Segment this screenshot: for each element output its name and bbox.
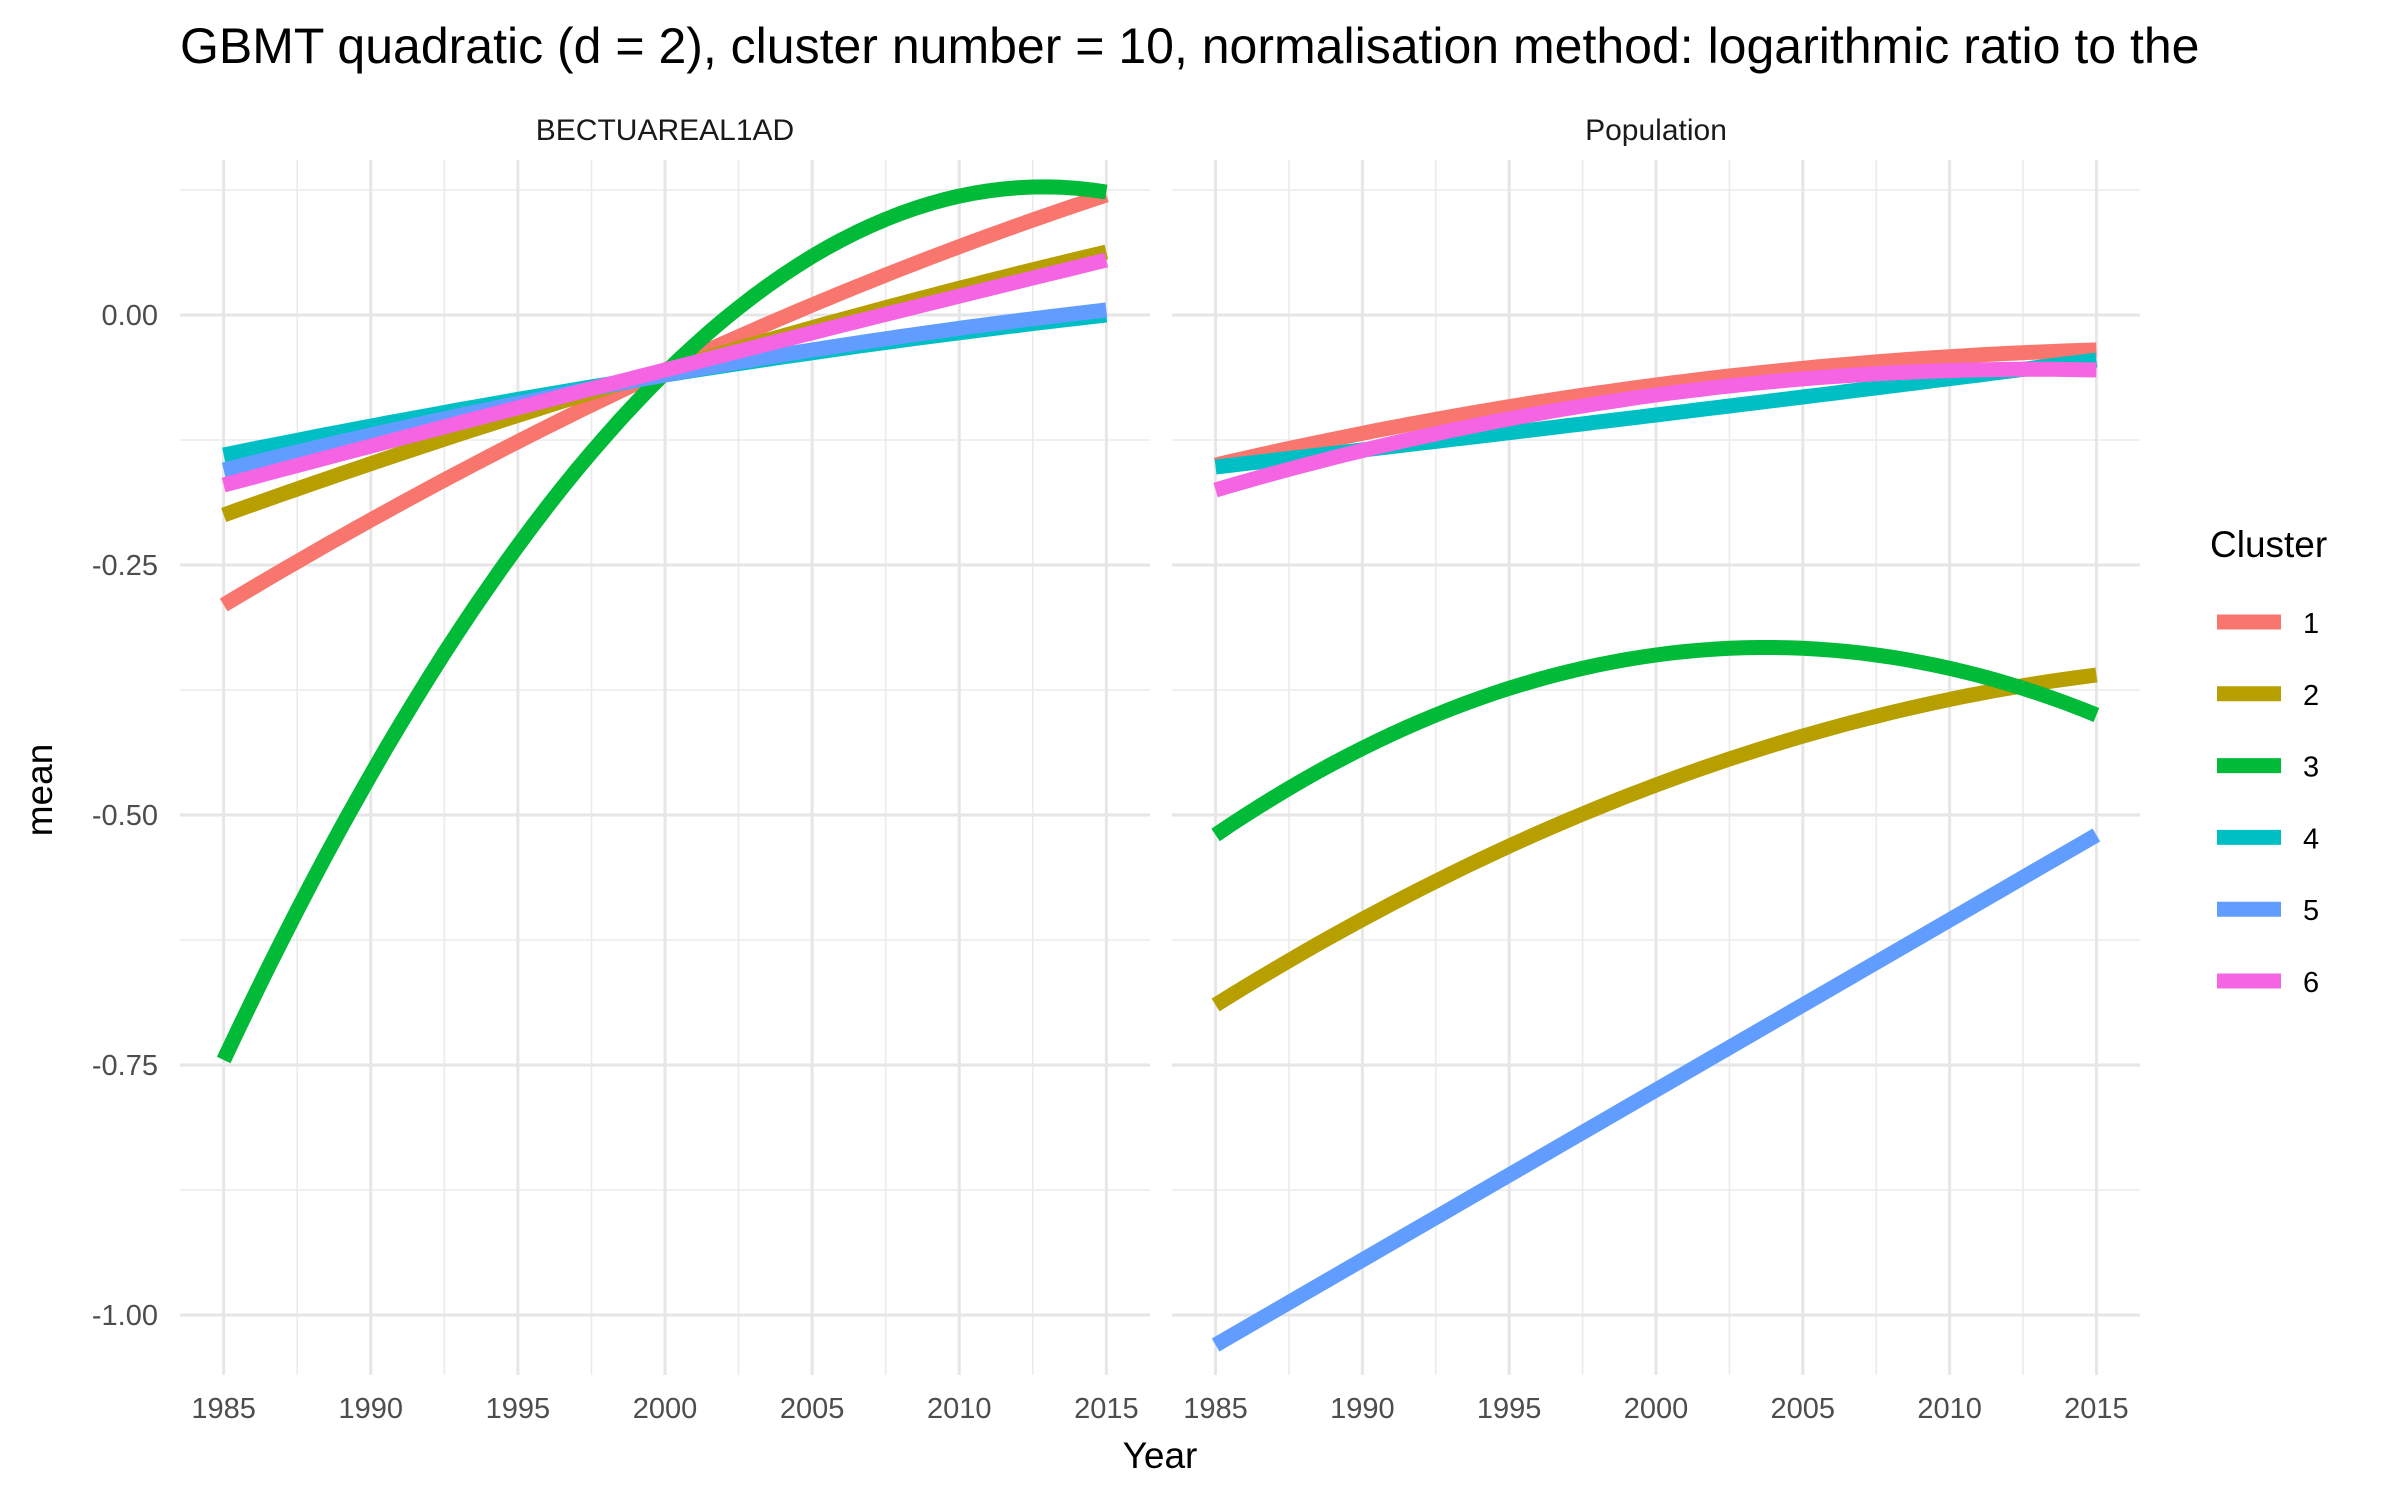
series-line-cluster-6 (1213, 361, 2097, 498)
legend-key-label: 6 (2303, 967, 2319, 999)
x-tick-label: 1995 (486, 1393, 551, 1425)
x-tick-label: 2010 (1917, 1393, 1982, 1425)
x-tick-label: 1990 (339, 1393, 404, 1425)
y-axis-title: mean (19, 744, 60, 837)
legend-item-6: 6 (2217, 967, 2319, 999)
x-axis-title: Year (1123, 1435, 1198, 1476)
legend-item-4: 4 (2217, 823, 2319, 855)
chart-title: GBMT quadratic (d = 2), cluster number =… (180, 18, 2199, 74)
legend: Cluster 1 2 3 4 5 6 (2210, 524, 2327, 999)
y-tick-label: -0.75 (92, 1050, 158, 1082)
series-line-cluster-6 (221, 252, 1109, 493)
y-tick-label: -0.25 (92, 550, 158, 582)
panel-2: Population 1985 1990 1995 2000 2005 2010 2015 (1172, 114, 2140, 1425)
panels: BECTUAREAL1AD 1985 1990 1995 2000 2005 2010 201… (92, 114, 2140, 1425)
legend-key-label: 1 (2303, 608, 2319, 640)
x-tick-label: 2015 (1074, 1393, 1139, 1425)
x-tick-label: 2010 (927, 1393, 992, 1425)
legend-key-label: 4 (2303, 823, 2319, 855)
legend-item-3: 3 (2217, 752, 2319, 784)
x-tick-label: 2005 (780, 1393, 845, 1425)
legend-key-label: 2 (2303, 680, 2319, 712)
panel-strip-label: Population (1585, 114, 1727, 147)
x-tick-label: 1985 (191, 1393, 256, 1425)
x-tick-label: 2005 (1771, 1393, 1836, 1425)
legend-item-2: 2 (2217, 680, 2319, 712)
series-lines (216, 179, 1109, 1064)
series-line-cluster-3 (1211, 640, 2100, 842)
panel-1: BECTUAREAL1AD 1985 1990 1995 2000 2005 2010 201… (92, 114, 1150, 1425)
x-tick-label: 2015 (2064, 1393, 2129, 1425)
legend-key-label: 5 (2303, 895, 2319, 927)
x-tick-label: 2000 (633, 1393, 698, 1425)
major-gridlines (180, 160, 1150, 1375)
y-tick-label: -0.50 (92, 800, 158, 832)
panel-strip-label: BECTUAREAL1AD (536, 114, 794, 147)
series-line-cluster-2 (1211, 667, 2098, 1012)
x-tick-label: 1985 (1183, 1393, 1248, 1425)
x-tick-label: 1990 (1330, 1393, 1395, 1425)
x-tick-label: 1995 (1477, 1393, 1542, 1425)
legend-key-label: 3 (2303, 752, 2319, 784)
legend-title: Cluster (2210, 524, 2327, 565)
y-tick-label: 0.00 (102, 300, 158, 332)
legend-item-5: 5 (2217, 895, 2319, 927)
series-lines (1211, 342, 2101, 1352)
y-tick-label: -1.00 (92, 1300, 158, 1332)
legend-item-1: 1 (2217, 608, 2319, 640)
series-line-cluster-1 (1213, 342, 2097, 473)
x-tick-label: 2000 (1624, 1393, 1689, 1425)
series-line-cluster-5 (1211, 828, 2101, 1352)
